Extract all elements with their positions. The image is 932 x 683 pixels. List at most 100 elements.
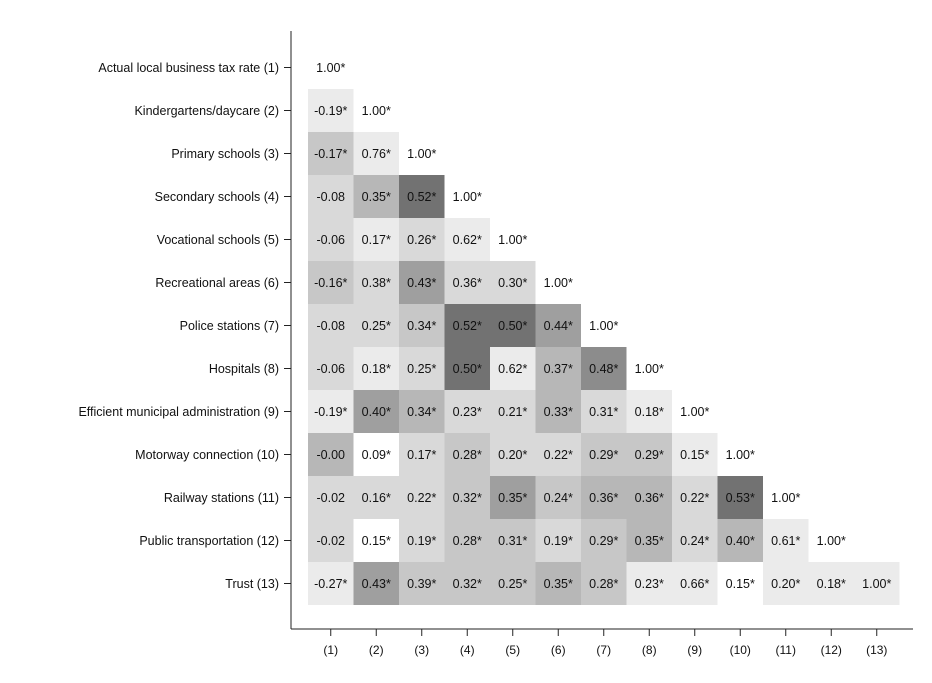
cell-value: 0.19* [544,534,573,548]
cell-value: 1.00* [862,577,891,591]
cell-value: 0.28* [453,448,482,462]
column-label: (1) [323,643,338,657]
heatmap-cell [353,261,399,304]
heatmap-cell [308,261,354,304]
row-label: Police stations (7) [180,319,279,333]
heatmap-cell [490,562,536,605]
heatmap-cell [581,390,627,433]
cell-value: 0.66* [680,577,709,591]
cell-value: 0.52* [453,319,482,333]
heatmap-cell [308,89,354,132]
heatmap-cell [399,390,445,433]
cell-value: 0.15* [680,448,709,462]
heatmap-cell [444,261,490,304]
cell-value: 0.30* [498,276,527,290]
cell-value: -0.00 [317,448,346,462]
cell-value: 1.00* [362,104,391,118]
heatmap-cell [308,46,354,89]
column-label: (10) [730,643,751,657]
heatmap-cell [581,519,627,562]
cell-value: 1.00* [316,61,345,75]
cell-value: 0.35* [544,577,573,591]
heatmap-cell [626,519,672,562]
heatmap-cell [672,519,718,562]
heatmap-cell [581,347,627,390]
column-label: (4) [460,643,475,657]
cell-value: 0.35* [498,491,527,505]
heatmap-cell [444,347,490,390]
cell-value: 1.00* [726,448,755,462]
heatmap-cell [672,476,718,519]
cell-value: -0.06 [317,362,346,376]
cell-value: 0.24* [544,491,573,505]
cell-value: 1.00* [635,362,664,376]
heatmap-cell [399,261,445,304]
row-label: Trust (13) [225,577,279,591]
heatmap-cell [581,476,627,519]
heatmap-cell [444,562,490,605]
heatmap-cell [399,433,445,476]
heatmap-cell [535,347,581,390]
heatmap-cell [626,433,672,476]
cell-value: 0.18* [635,405,664,419]
cell-value: 0.43* [407,276,436,290]
cell-value: 1.00* [817,534,846,548]
heatmap-cell [399,175,445,218]
heatmap-cell [444,390,490,433]
heatmap-cell [308,390,354,433]
cell-value: 0.25* [407,362,436,376]
heatmap-cell [808,562,854,605]
row-label: Vocational schools (5) [157,233,279,247]
column-label: (8) [642,643,657,657]
cell-value: 0.37* [544,362,573,376]
cell-value: 0.36* [453,276,482,290]
heatmap-cell [626,476,672,519]
cell-value: 0.61* [771,534,800,548]
heatmap-cell [717,476,763,519]
cell-value: 0.35* [362,190,391,204]
heatmap-cell [444,304,490,347]
cell-value: -0.08 [317,319,346,333]
cell-value: 0.31* [498,534,527,548]
heatmap-cell [353,562,399,605]
cell-value: 0.38* [362,276,391,290]
heatmap-cell [717,433,763,476]
cell-value: 0.48* [589,362,618,376]
heatmap-cell [353,89,399,132]
cell-value: 0.28* [453,534,482,548]
cell-value: 0.17* [407,448,436,462]
heatmap-cell [353,347,399,390]
heatmap-cell [672,390,718,433]
heatmap-cell [308,175,354,218]
heatmap-cell [763,562,809,605]
heatmap-cell [535,433,581,476]
heatmap-cells [308,46,900,605]
heatmap-cell [399,218,445,261]
cell-value: 0.43* [362,577,391,591]
cell-value: 1.00* [589,319,618,333]
column-label: (3) [414,643,429,657]
cell-value: 1.00* [771,491,800,505]
heatmap-cell [490,261,536,304]
cell-value: 0.52* [407,190,436,204]
cell-value: 0.22* [544,448,573,462]
cell-value: 0.36* [635,491,664,505]
cell-value: -0.27* [314,577,347,591]
heatmap-cell [308,519,354,562]
cell-value: 0.31* [589,405,618,419]
row-label: Primary schools (3) [171,147,279,161]
heatmap-cell [399,347,445,390]
cell-value: 0.40* [362,405,391,419]
heatmap-cell [444,476,490,519]
cell-value: 0.29* [589,534,618,548]
cell-value-labels: 1.00* -0.19* 1.00* -0.17* 0.76* 1.00* -0.08 0.3… [314,61,891,591]
cell-value: 0.36* [589,491,618,505]
cell-value: 0.18* [362,362,391,376]
heatmap-cell [444,519,490,562]
heatmap-cell [353,132,399,175]
cell-value: 0.23* [453,405,482,419]
cell-value: 0.62* [498,362,527,376]
cell-value: 0.17* [362,233,391,247]
heatmap-cell [444,433,490,476]
